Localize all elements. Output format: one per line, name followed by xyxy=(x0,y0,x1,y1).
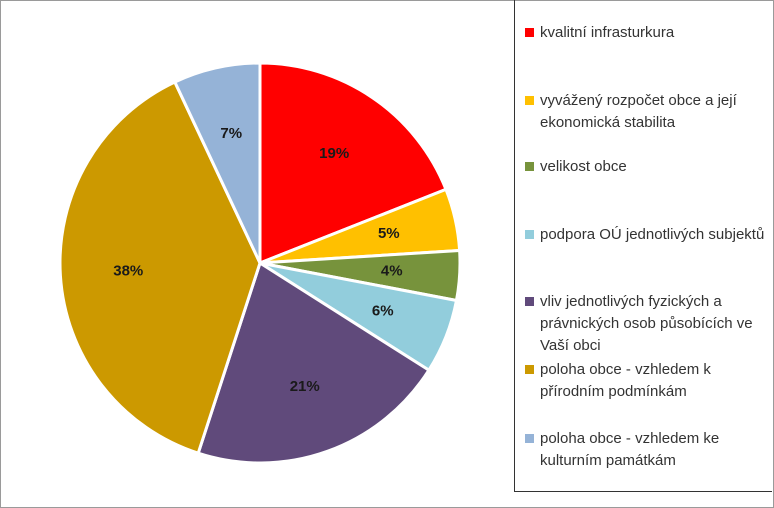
pie-slice xyxy=(258,61,448,266)
legend-item: podpora OÚ jednotlivých subjektů xyxy=(525,224,765,246)
slice-label: 38% xyxy=(113,262,143,279)
legend-swatch xyxy=(525,230,534,239)
slice-label: 21% xyxy=(290,378,320,395)
legend: kvalitní infrasturkura vyvážený rozpočet … xyxy=(514,0,772,492)
slice-label: 4% xyxy=(381,262,403,279)
legend-label: vyvážený rozpočet obce a její ekonomická… xyxy=(540,92,737,131)
legend-item: kvalitní infrasturkura xyxy=(525,22,765,44)
legend-swatch xyxy=(525,434,534,443)
pie-slice xyxy=(172,61,262,264)
legend-label: kvalitní infrasturkura xyxy=(540,24,675,41)
pie-slice xyxy=(58,80,262,456)
legend-swatch xyxy=(525,297,534,306)
slice-label: 5% xyxy=(378,225,400,242)
legend-item: velikost obce xyxy=(525,156,765,178)
legend-label: poloha obce - vzhledem k přírodním podmí… xyxy=(540,361,711,400)
legend-item: vliv jednotlivých fyzických a právnickýc… xyxy=(525,291,765,357)
slice-label: 19% xyxy=(319,145,349,162)
slice-label: 6% xyxy=(372,303,394,320)
legend-item: vyvážený rozpočet obce a její ekonomická… xyxy=(525,90,765,134)
legend-swatch xyxy=(525,96,534,105)
legend-item: poloha obce - vzhledem k přírodním podmí… xyxy=(525,359,765,403)
legend-label: velikost obce xyxy=(540,158,627,175)
legend-item: poloha obce - vzhledem ke kulturním pamá… xyxy=(525,428,765,472)
legend-swatch xyxy=(525,162,534,171)
slice-label: 7% xyxy=(220,125,242,142)
legend-label: podpora OÚ jednotlivých subjektů xyxy=(540,226,765,243)
legend-label: vliv jednotlivých fyzických a právnickýc… xyxy=(540,293,753,354)
legend-swatch xyxy=(525,28,534,37)
legend-label: poloha obce - vzhledem ke kulturním pamá… xyxy=(540,430,720,469)
pie-slice xyxy=(196,260,431,465)
legend-swatch xyxy=(525,365,534,374)
